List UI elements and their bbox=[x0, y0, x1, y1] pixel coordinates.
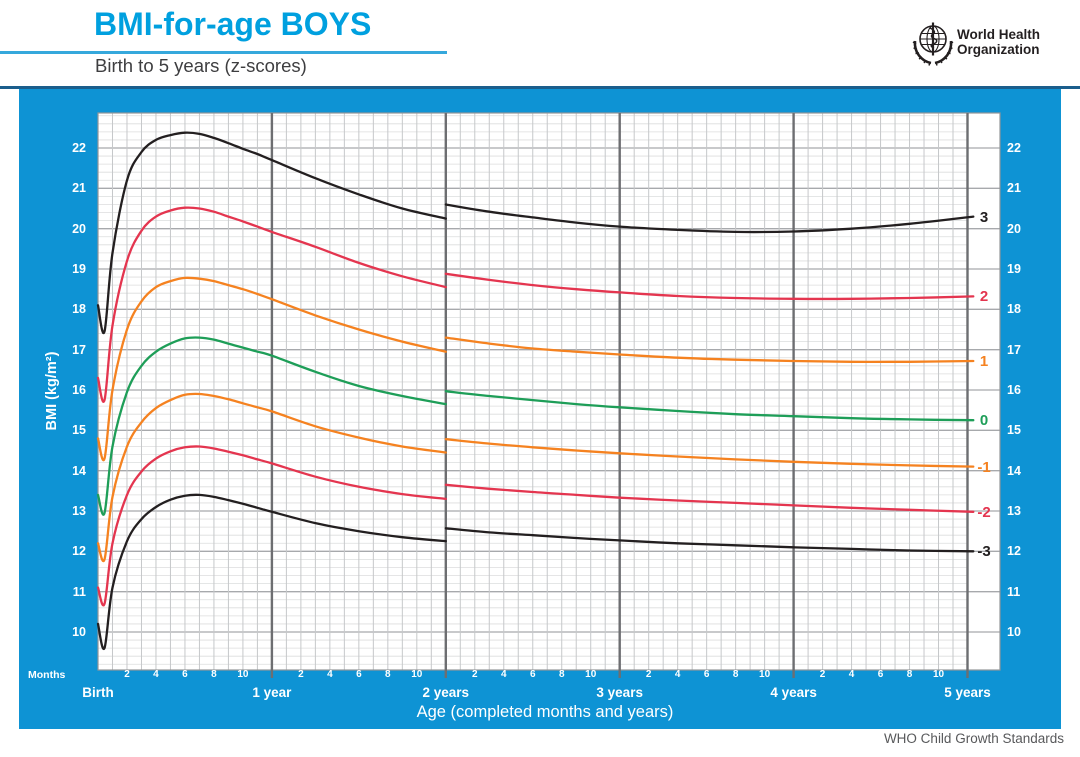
curve-z-3-before-2y bbox=[96, 493, 447, 651]
curve-z0-before-2y bbox=[96, 336, 447, 516]
zscore-label--1: -1 bbox=[977, 458, 991, 476]
y-tick-right-15: 15 bbox=[1007, 423, 1021, 438]
y-tick-right-18: 18 bbox=[1007, 302, 1021, 317]
y-tick-right-10: 10 bbox=[1007, 624, 1021, 639]
zscore-label-1: 1 bbox=[979, 352, 989, 370]
y-tick-right-22: 22 bbox=[1007, 141, 1021, 155]
plot-background bbox=[98, 113, 1000, 670]
month-tick-16: 4 bbox=[327, 669, 333, 680]
curve-z3-before-2y bbox=[96, 131, 447, 335]
x-axis-title: Age (completed months and years) bbox=[416, 703, 674, 721]
y-tick-right-13: 13 bbox=[1007, 503, 1021, 518]
y-tick-left-14: 14 bbox=[72, 463, 86, 478]
curve-z3-after-2y bbox=[444, 203, 975, 234]
zscore-label-0: 0 bbox=[979, 412, 989, 430]
zscore-label-2: 2 bbox=[979, 288, 989, 306]
month-tick-46: 10 bbox=[759, 669, 771, 680]
y-tick-left-11: 11 bbox=[72, 584, 86, 599]
month-tick-58: 10 bbox=[932, 669, 945, 680]
y-tick-left-19: 19 bbox=[72, 261, 86, 276]
header-rule bbox=[0, 86, 1080, 89]
month-tick-30: 6 bbox=[529, 669, 536, 680]
y-tick-left-16: 16 bbox=[72, 382, 86, 397]
month-tick-56: 8 bbox=[906, 669, 913, 680]
month-tick-52: 4 bbox=[848, 669, 855, 680]
page-title: BMI-for-age BOYS bbox=[94, 6, 372, 42]
month-tick-18: 6 bbox=[356, 669, 362, 680]
month-tick-38: 2 bbox=[645, 669, 652, 680]
curve-z-2-after-2y bbox=[444, 483, 975, 513]
y-tick-right-19: 19 bbox=[1007, 261, 1021, 276]
month-tick-32: 8 bbox=[558, 669, 565, 680]
y-tick-right-14: 14 bbox=[1007, 463, 1021, 478]
month-tick-22: 10 bbox=[411, 669, 423, 680]
y-tick-left-17: 17 bbox=[72, 342, 86, 357]
year-label-1: 1 year bbox=[252, 685, 292, 700]
y-tick-left-15: 15 bbox=[72, 423, 86, 438]
month-tick-8: 8 bbox=[211, 669, 217, 680]
month-tick-14: 2 bbox=[298, 669, 304, 680]
curve-z2-before-2y bbox=[96, 206, 447, 403]
year-label-3: 3 years bbox=[596, 685, 643, 700]
curve-z0-after-2y bbox=[444, 390, 975, 422]
y-tick-right-11: 11 bbox=[1007, 584, 1021, 599]
month-tick-10: 10 bbox=[237, 669, 249, 680]
y-tick-right-17: 17 bbox=[1007, 342, 1021, 357]
y-tick-left-18: 18 bbox=[72, 302, 86, 317]
month-tick-44: 8 bbox=[732, 669, 739, 680]
curve-z-1-before-2y bbox=[96, 392, 447, 563]
who-logo-line2: Organization bbox=[957, 42, 1040, 57]
year-label-5: 5 years bbox=[944, 685, 991, 700]
month-tick-6: 6 bbox=[182, 669, 188, 680]
y-tick-left-13: 13 bbox=[72, 503, 86, 518]
who-logo-line1: World Health bbox=[957, 27, 1041, 42]
months-caption: Months bbox=[28, 669, 66, 681]
title-underline bbox=[0, 51, 447, 54]
y-tick-left-22: 22 bbox=[72, 141, 86, 155]
zscore-label--2: -2 bbox=[977, 503, 991, 521]
chart-subtitle: Birth to 5 years (z-scores) bbox=[95, 55, 307, 76]
month-tick-40: 4 bbox=[674, 669, 681, 680]
month-tick-50: 2 bbox=[819, 669, 826, 680]
curve-z-1-after-2y bbox=[444, 438, 975, 468]
curve-z-2-before-2y bbox=[96, 445, 447, 607]
zscore-label-3: 3 bbox=[979, 208, 989, 226]
curve-z-3-after-2y bbox=[444, 527, 975, 553]
y-tick-left-10: 10 bbox=[72, 624, 86, 639]
y-tick-right-21: 21 bbox=[1007, 181, 1021, 196]
month-tick-28: 4 bbox=[500, 669, 507, 680]
month-tick-34: 10 bbox=[585, 669, 597, 680]
month-tick-54: 6 bbox=[877, 669, 884, 680]
y-tick-right-20: 20 bbox=[1007, 221, 1021, 236]
plot-border bbox=[97, 112, 1001, 671]
footer-credit: WHO Child Growth Standards bbox=[883, 731, 1064, 746]
who-emblem-icon bbox=[912, 22, 954, 66]
y-tick-right-16: 16 bbox=[1007, 382, 1021, 397]
y-tick-right-12: 12 bbox=[1007, 544, 1021, 559]
curve-z1-after-2y bbox=[444, 336, 975, 364]
y-tick-left-12: 12 bbox=[72, 544, 86, 559]
who-logo-text: World Health Organization bbox=[957, 27, 1040, 57]
month-tick-42: 6 bbox=[703, 669, 710, 680]
curve-z2-after-2y bbox=[444, 272, 975, 301]
month-tick-20: 8 bbox=[385, 669, 391, 680]
zscore-label--3: -3 bbox=[977, 543, 991, 561]
year-label-2: 2 years bbox=[422, 685, 470, 700]
curve-z1-before-2y bbox=[96, 276, 447, 462]
month-tick-4: 4 bbox=[153, 669, 159, 680]
month-tick-26: 2 bbox=[472, 669, 478, 680]
y-tick-left-20: 20 bbox=[72, 221, 86, 236]
year-label-4: 4 years bbox=[770, 685, 817, 700]
y-tick-left-21: 21 bbox=[72, 181, 86, 196]
month-tick-2: 2 bbox=[124, 669, 130, 680]
year-label-0: Birth bbox=[82, 685, 114, 700]
